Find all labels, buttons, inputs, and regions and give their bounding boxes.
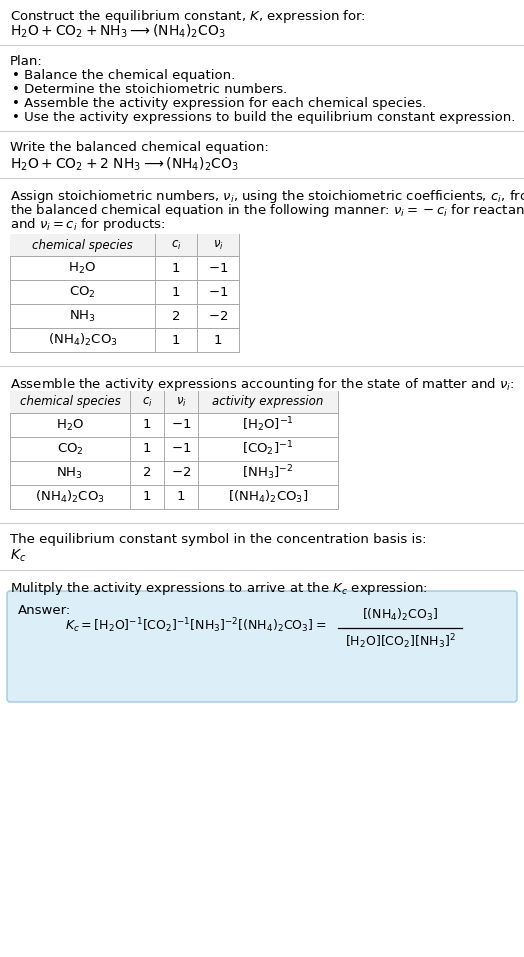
Text: • Balance the chemical equation.: • Balance the chemical equation. (12, 69, 235, 82)
Text: $[\mathrm{(NH_4)_2CO_3}]$: $[\mathrm{(NH_4)_2CO_3}]$ (228, 489, 308, 505)
Text: $[\mathrm{H_2O}][\mathrm{CO_2}][\mathrm{NH_3}]^2$: $[\mathrm{H_2O}][\mathrm{CO_2}][\mathrm{… (345, 633, 455, 652)
Text: 1: 1 (172, 285, 180, 299)
Text: 2: 2 (172, 309, 180, 323)
Text: $-2$: $-2$ (171, 466, 191, 479)
Text: $-1$: $-1$ (208, 261, 228, 275)
Text: $\mathrm{H_2O}$: $\mathrm{H_2O}$ (69, 260, 96, 276)
Text: $\nu_i$: $\nu_i$ (213, 238, 223, 252)
Text: $[\mathrm{CO_2}]^{-1}$: $[\mathrm{CO_2}]^{-1}$ (243, 439, 293, 458)
Text: $K_c$: $K_c$ (10, 548, 26, 565)
Text: 1: 1 (143, 442, 151, 456)
Text: $-2$: $-2$ (208, 309, 228, 323)
Text: $\mathrm{NH_3}$: $\mathrm{NH_3}$ (57, 465, 83, 480)
Text: Assign stoichiometric numbers, $\nu_i$, using the stoichiometric coefficients, $: Assign stoichiometric numbers, $\nu_i$, … (10, 188, 524, 205)
Text: $c_i$: $c_i$ (171, 238, 181, 252)
Text: 1: 1 (143, 491, 151, 503)
Text: 1: 1 (143, 418, 151, 432)
Text: $\mathrm{NH_3}$: $\mathrm{NH_3}$ (69, 308, 96, 323)
Bar (10, 391, 338, 509)
Text: $[(\mathrm{NH_4})_2\mathrm{CO_3}]$: $[(\mathrm{NH_4})_2\mathrm{CO_3}]$ (362, 607, 438, 623)
Text: $c_i$: $c_i$ (141, 395, 152, 409)
Text: chemical species: chemical species (32, 238, 133, 252)
Text: activity expression: activity expression (212, 395, 324, 409)
Text: and $\nu_i = c_i$ for products:: and $\nu_i = c_i$ for products: (10, 216, 166, 233)
Text: $[\mathrm{NH_3}]^{-2}$: $[\mathrm{NH_3}]^{-2}$ (242, 463, 293, 482)
Text: $-1$: $-1$ (171, 418, 191, 432)
Text: Construct the equilibrium constant, $K$, expression for:: Construct the equilibrium constant, $K$,… (10, 8, 366, 25)
Bar (10, 391, 338, 413)
Text: 1: 1 (177, 491, 185, 503)
Text: $\mathrm{H_2O}$: $\mathrm{H_2O}$ (56, 417, 84, 433)
Text: the balanced chemical equation in the following manner: $\nu_i = -c_i$ for react: the balanced chemical equation in the fo… (10, 202, 524, 219)
Text: $\mathrm{(NH_4)_2CO_3}$: $\mathrm{(NH_4)_2CO_3}$ (48, 332, 117, 348)
Text: Mulitply the activity expressions to arrive at the $K_c$ expression:: Mulitply the activity expressions to arr… (10, 580, 428, 597)
Bar (10, 234, 239, 256)
Bar (10, 234, 239, 352)
Text: $-1$: $-1$ (208, 285, 228, 299)
Text: Write the balanced chemical equation:: Write the balanced chemical equation: (10, 141, 269, 154)
Text: Answer:: Answer: (18, 604, 71, 617)
FancyBboxPatch shape (7, 591, 517, 702)
Text: $\mathrm{H_2O + CO_2 + 2\ NH_3 \longrightarrow (NH_4)_2CO_3}$: $\mathrm{H_2O + CO_2 + 2\ NH_3 \longrigh… (10, 156, 239, 173)
Text: • Assemble the activity expression for each chemical species.: • Assemble the activity expression for e… (12, 97, 426, 110)
Text: $\nu_i$: $\nu_i$ (176, 395, 187, 409)
Text: 1: 1 (172, 261, 180, 275)
Text: 1: 1 (172, 333, 180, 346)
Text: $\mathrm{CO_2}$: $\mathrm{CO_2}$ (69, 284, 96, 300)
Text: $\mathrm{(NH_4)_2CO_3}$: $\mathrm{(NH_4)_2CO_3}$ (35, 489, 105, 505)
Text: • Use the activity expressions to build the equilibrium constant expression.: • Use the activity expressions to build … (12, 111, 516, 124)
Text: Plan:: Plan: (10, 55, 43, 68)
Text: $K_c = [\mathrm{H_2O}]^{-1}$$[\mathrm{CO_2}]^{-1}$$[\mathrm{NH_3}]^{-2}$$[(\math: $K_c = [\mathrm{H_2O}]^{-1}$$[\mathrm{CO… (65, 616, 326, 635)
Text: chemical species: chemical species (19, 395, 121, 409)
Text: 2: 2 (143, 466, 151, 479)
Text: $\mathrm{H_2O + CO_2 + NH_3 \longrightarrow (NH_4)_2CO_3}$: $\mathrm{H_2O + CO_2 + NH_3 \longrightar… (10, 23, 225, 40)
Text: 1: 1 (214, 333, 222, 346)
Text: $\mathrm{CO_2}$: $\mathrm{CO_2}$ (57, 441, 83, 456)
Text: Assemble the activity expressions accounting for the state of matter and $\nu_i$: Assemble the activity expressions accoun… (10, 376, 515, 393)
Text: $[\mathrm{H_2O}]^{-1}$: $[\mathrm{H_2O}]^{-1}$ (242, 415, 294, 434)
Text: $-1$: $-1$ (171, 442, 191, 456)
Text: The equilibrium constant symbol in the concentration basis is:: The equilibrium constant symbol in the c… (10, 533, 427, 546)
Text: • Determine the stoichiometric numbers.: • Determine the stoichiometric numbers. (12, 83, 287, 96)
